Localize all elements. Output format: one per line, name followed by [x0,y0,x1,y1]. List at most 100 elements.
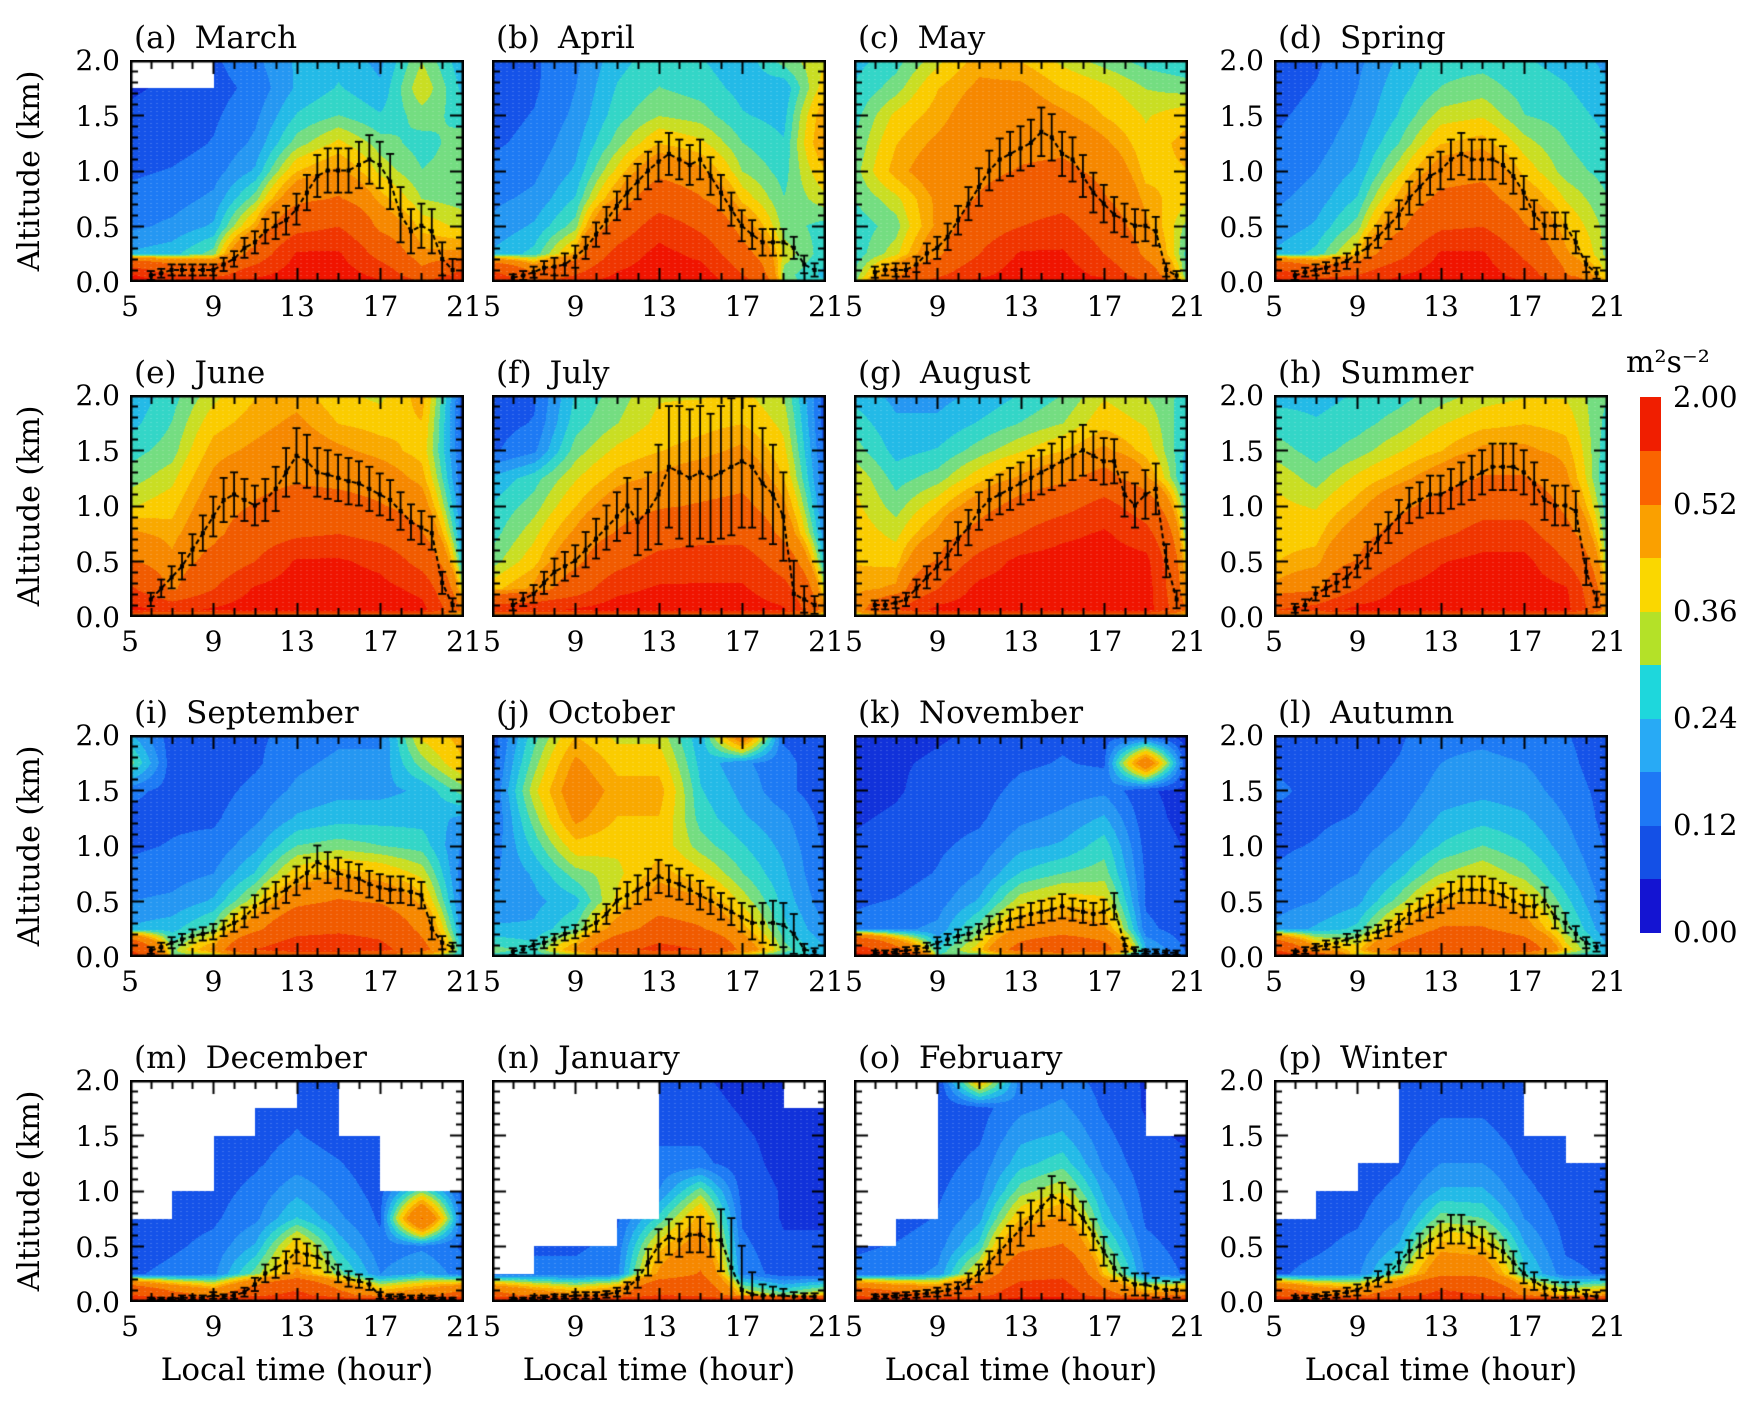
panel-may: (c) May 5 9 13 17 21 [845,20,1206,323]
x-tick-label: 13 [279,625,315,658]
y-tick-label: 2.0 [75,44,120,77]
y-tick-label: 1.5 [75,434,120,468]
y-tick-label: 0.0 [75,601,120,634]
x-tick-label: 13 [1003,1310,1039,1343]
x-tick-label: 13 [279,290,315,323]
x-tick-label: 17 [1506,290,1543,323]
panel-title: (b) April [496,20,635,56]
y-tick-label: 1.0 [75,155,120,188]
panel-july: (f) July 5 9 13 17 21 [483,355,844,658]
panel-june: (e) June 5 9 13 17 21 0.0 0.5 1.0 1.5 2.0 [75,355,481,658]
y-tick-label: 0.0 [1219,1286,1264,1319]
heatmap-canvas-january [492,1080,826,1302]
panel-november: (k) November 5 9 13 17 21 [845,695,1206,998]
y-tick-label: 0.5 [75,885,120,919]
heatmap-canvas-april [492,60,826,282]
x-tick-label: 9 [204,625,223,658]
heatmap-canvas-november [854,735,1188,957]
x-tick-label: 9 [204,965,223,998]
panel-title: (o) February [858,1040,1063,1076]
heatmap-canvas-october [492,735,826,957]
colorbar-title: m²s⁻² [1626,345,1710,380]
x-tick-label: 13 [641,965,677,998]
panel-title: (l) Autumn [1278,695,1455,731]
x-tick-label: 5 [121,625,139,658]
x-tick-label: 13 [641,625,677,658]
x-tick-label: 5 [121,290,139,323]
y-tick-label: 1.0 [75,1175,120,1208]
panel-title: (f) July [496,355,610,391]
y-tick-label: 2.0 [75,1064,120,1097]
y-tick-label: 0.0 [1219,601,1264,634]
y-tick-label: 0.5 [1219,545,1264,579]
panel-spring: (d) Spring 5 9 13 17 21 0.0 0.5 1.0 1.5 2.0 [1219,20,1625,323]
x-tick-label: 17 [1086,625,1123,658]
x-tick-label: 5 [845,290,863,323]
x-tick-label: 17 [1086,1310,1123,1343]
x-tick-label: 5 [483,625,501,658]
colorbar-tick-label: 0.12 [1673,808,1738,842]
x-tick-label: 17 [1086,290,1123,323]
y-tick-label: 0.0 [75,266,120,299]
y-tick-label: 1.5 [75,774,120,808]
colorbar-block [1640,557,1661,612]
y-tick-label: 1.0 [1219,830,1264,863]
colorbar-block [1640,450,1661,505]
y-tick-label: 2.0 [75,379,120,412]
x-tick-label: 13 [641,290,677,323]
x-tick-label: 17 [724,1310,761,1343]
x-tick-label: 9 [204,290,223,323]
y-axis-title-row4: Altitude (km) [12,1090,47,1292]
colorbar-block [1640,771,1661,826]
y-tick-label: 1.0 [1219,1175,1264,1208]
x-tick-label: 21 [1170,290,1206,323]
y-tick-label: 0.5 [75,545,120,579]
x-tick-label: 21 [1170,965,1206,998]
colorbar-block [1640,664,1661,719]
panel-title: (e) June [134,355,266,391]
y-tick-label: 0.5 [75,210,120,244]
x-tick-label: 5 [121,1310,139,1343]
x-tick-label: 21 [1590,290,1626,323]
heatmap-canvas-december [130,1080,464,1302]
colorbar-block [1640,878,1661,933]
y-tick-label: 1.0 [75,490,120,523]
heatmap-canvas-winter [1274,1080,1608,1302]
colorbar-tick-label: 0.52 [1673,487,1738,521]
panel-title: (m) December [134,1040,367,1076]
y-tick-label: 1.5 [1219,99,1264,133]
x-tick-label: 5 [845,1310,863,1343]
panel-title: (h) Summer [1278,355,1474,391]
panel-title: (d) Spring [1278,20,1446,56]
x-tick-label: 5 [1265,965,1283,998]
x-tick-label: 9 [1348,625,1367,658]
x-tick-label: 13 [1423,290,1459,323]
heatmap-canvas-autumn [1274,735,1608,957]
x-tick-label: 5 [121,965,139,998]
heatmap-canvas-august [854,395,1188,617]
x-tick-label: 21 [808,1310,844,1343]
x-tick-label: 21 [446,625,482,658]
x-tick-label: 17 [1506,1310,1543,1343]
heatmap-canvas-summer [1274,395,1608,617]
x-tick-label: 9 [1348,965,1367,998]
x-tick-label: 21 [446,290,482,323]
y-tick-label: 2.0 [75,719,120,752]
panel-title: (j) October [496,695,675,731]
colorbar-block [1640,718,1661,772]
panel-september: (i) September 5 9 13 17 21 0.0 0.5 1.0 1.5 2.0 [75,695,481,998]
y-tick-label: 1.5 [1219,1119,1264,1153]
y-tick-label: 2.0 [1219,1064,1264,1097]
colorbar-block [1640,825,1661,879]
y-tick-label: 0.0 [1219,266,1264,299]
x-tick-label: 17 [1506,625,1543,658]
panel-title: (a) March [134,20,298,56]
panel-march: (a) March 5 9 13 17 21 0.0 0.5 1.0 1.5 2.0 [75,20,481,323]
x-tick-label: 9 [928,965,947,998]
x-tick-label: 9 [928,290,947,323]
panel-december: (m) December 5 9 13 17 21 0.0 0.5 1.0 1.5 2.0 [75,1040,481,1343]
x-tick-label: 9 [566,290,585,323]
colorbar-gradient [1640,397,1661,933]
panel-january: (n) January 5 9 13 17 21 [483,1040,844,1343]
x-tick-label: 21 [446,1310,482,1343]
